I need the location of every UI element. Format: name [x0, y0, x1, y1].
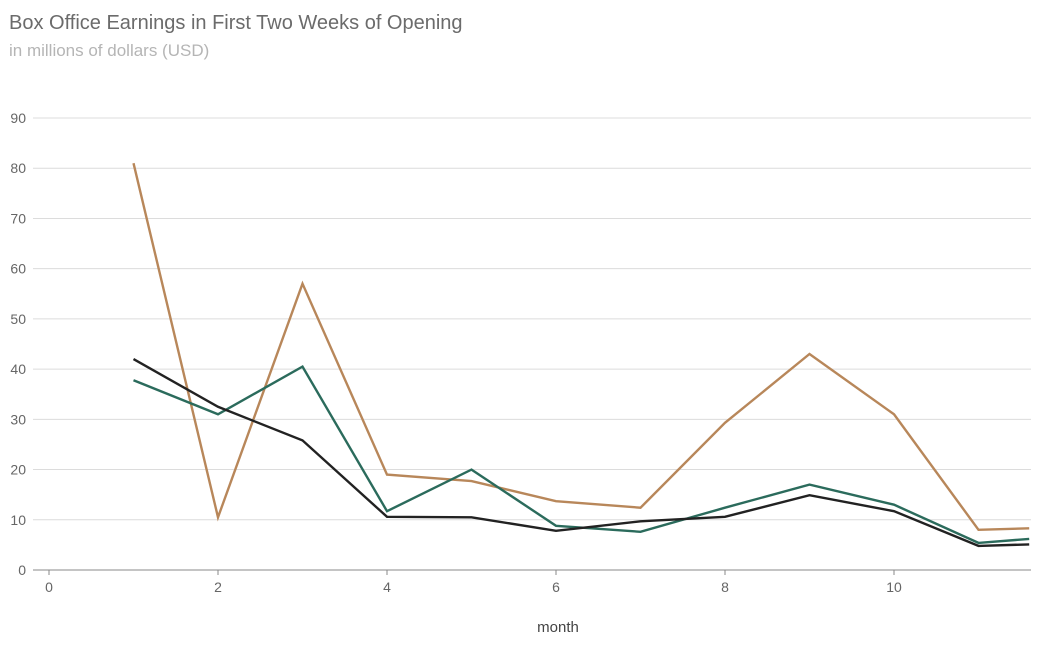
series-line-2 — [133, 364, 1030, 545]
y-tick-label-40: 40 — [10, 361, 26, 377]
chart-title: Box Office Earnings in First Two Weeks o… — [9, 12, 463, 34]
x-tick-label-6: 6 — [552, 579, 560, 595]
chart-subtitle: in millions of dollars (USD) — [9, 41, 210, 60]
x-tick-label-8: 8 — [721, 579, 729, 595]
x-tick-label-10: 10 — [886, 579, 902, 595]
y-tick-label-60: 60 — [10, 261, 26, 277]
x-axis-title: month — [537, 619, 579, 636]
x-tick-label-4: 4 — [383, 579, 391, 595]
y-tick-label-50: 50 — [10, 311, 26, 327]
y-tick-label-30: 30 — [10, 411, 26, 427]
y-tick-label-70: 70 — [10, 210, 26, 226]
x-tick-label-2: 2 — [214, 579, 222, 595]
series-line-1 — [132, 162, 1030, 532]
series-line-3 — [132, 358, 1030, 548]
y-tick-label-10: 10 — [10, 512, 26, 528]
x-tick-label-0: 0 — [45, 579, 53, 595]
y-tick-label-20: 20 — [10, 462, 26, 478]
y-tick-label-0: 0 — [18, 562, 26, 578]
y-tick-label-90: 90 — [10, 110, 26, 126]
y-tick-label-80: 80 — [10, 160, 26, 176]
